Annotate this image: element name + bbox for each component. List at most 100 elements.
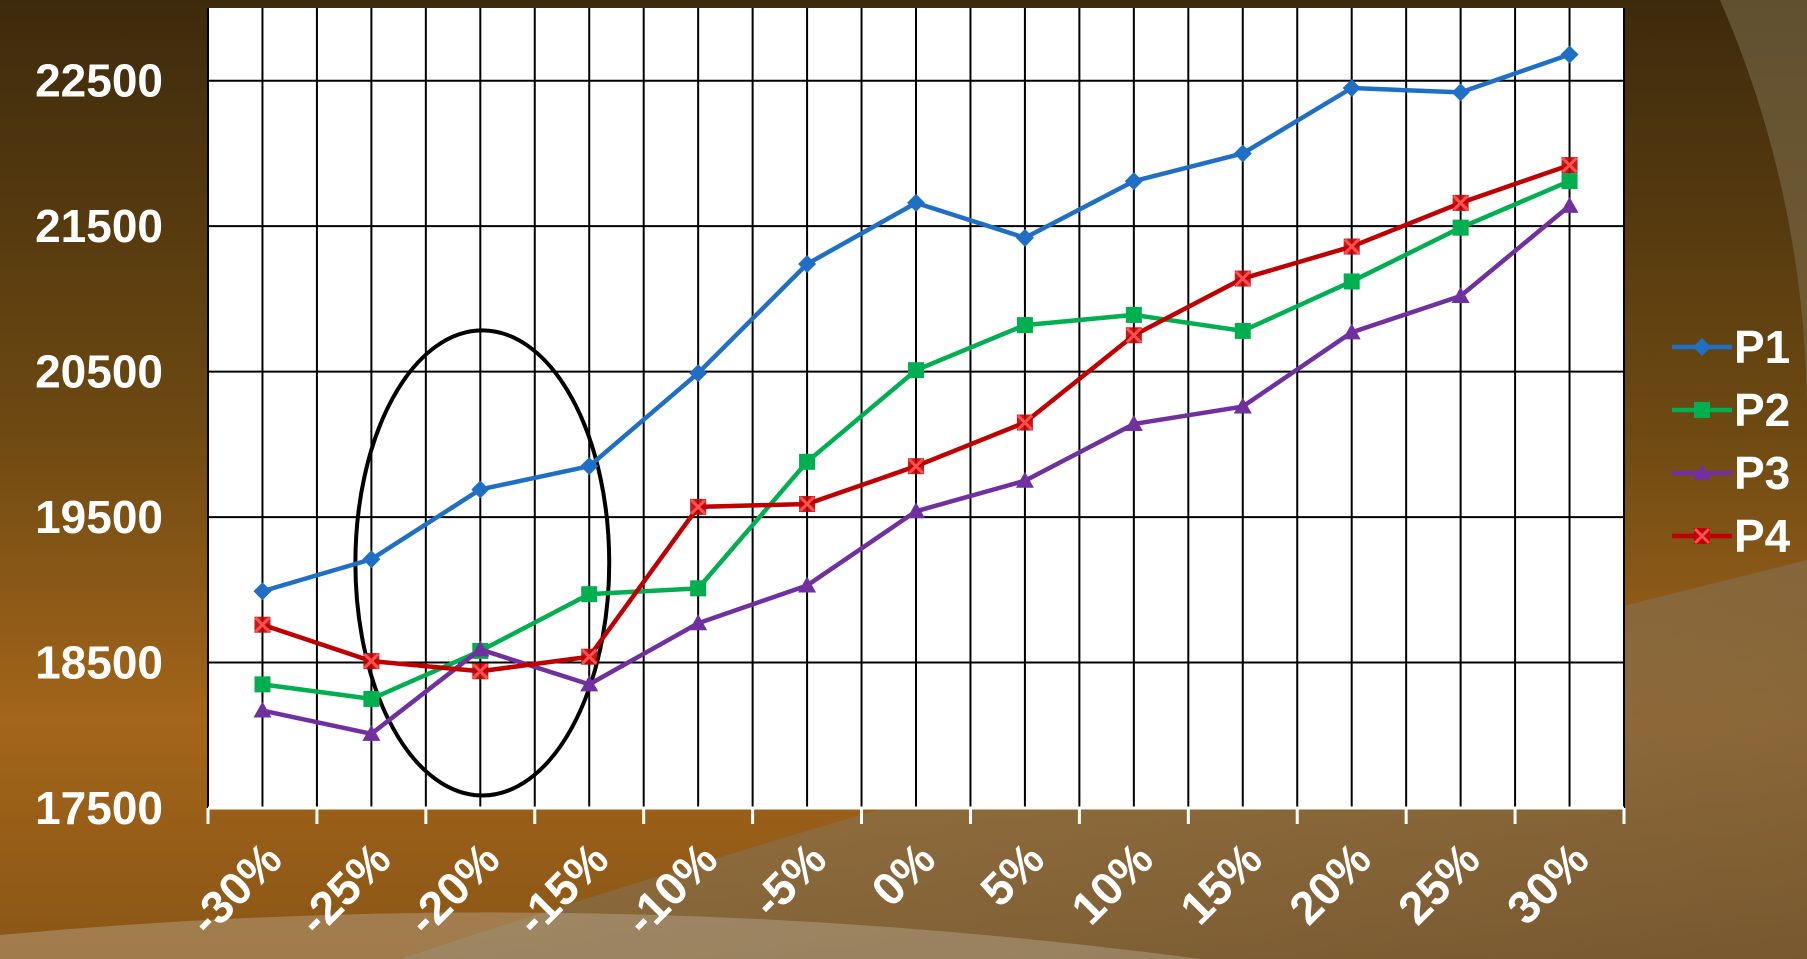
legend-label: P2	[1734, 384, 1790, 436]
series-marker	[1451, 83, 1470, 102]
series-marker	[580, 457, 599, 476]
marker-cross	[472, 663, 489, 680]
x-tick-label: -5%	[742, 832, 837, 927]
y-tick-label: 22500	[35, 55, 163, 107]
series-marker	[907, 458, 925, 475]
marker-cross	[1693, 527, 1711, 545]
series-marker	[1342, 79, 1361, 97]
y-tick-label: 21500	[35, 200, 163, 252]
marker-cross	[690, 498, 707, 515]
series-marker	[907, 193, 925, 212]
series-marker	[1560, 196, 1579, 213]
series-marker	[1233, 144, 1252, 163]
series-marker	[1234, 322, 1251, 339]
marker-cross	[1561, 157, 1578, 174]
x-tick-label: -30%	[179, 832, 292, 945]
y-tick-label: 17500	[35, 782, 163, 834]
x-tick-label: 25%	[1388, 832, 1490, 934]
marker-cross	[1452, 194, 1469, 211]
x-tick-label: 15%	[1170, 832, 1272, 934]
legend-item-p2: P2	[1672, 384, 1790, 436]
series-marker	[580, 675, 599, 692]
marker-cross	[1343, 238, 1360, 255]
legend: P1 P2 P3 P4	[1672, 321, 1791, 562]
series-marker	[363, 653, 380, 670]
series-marker	[362, 550, 381, 569]
series-marker	[799, 495, 816, 513]
series-marker	[471, 640, 490, 657]
series-marker	[798, 255, 817, 273]
series-marker	[1561, 173, 1578, 190]
series-marker	[1015, 471, 1034, 488]
x-tick-label: -25%	[288, 832, 401, 945]
series-layer	[253, 45, 1579, 741]
y-axis-tick-labels: 17500 18500 19500 20500 21500 22500	[35, 55, 163, 834]
series-marker	[1693, 527, 1711, 545]
marker-cross	[254, 616, 271, 633]
series-marker	[1234, 270, 1251, 287]
x-tick-label: 20%	[1279, 832, 1381, 934]
series-marker	[1124, 415, 1143, 431]
series-marker	[253, 701, 272, 718]
series-marker	[1342, 323, 1361, 340]
series-marker	[472, 663, 489, 680]
series-marker	[1451, 287, 1470, 303]
series-marker	[1125, 306, 1142, 323]
y-tick-label: 19500	[35, 491, 163, 543]
series-p1	[253, 45, 1579, 601]
x-axis-tick-labels: -30%-25%-20%-15%-10% -5% 0% 5% 10% 15% 20% 25% 3…	[179, 832, 1599, 945]
x-tick-label: 30%	[1497, 832, 1599, 934]
marker-cross	[1016, 414, 1033, 431]
x-tick-label: 0%	[861, 832, 945, 916]
series-marker	[798, 576, 817, 593]
series-marker	[254, 616, 271, 633]
series-marker	[689, 614, 708, 631]
x-tick-label: -15%	[506, 832, 619, 945]
series-marker	[581, 586, 598, 603]
series-marker	[1452, 219, 1469, 236]
marker-cross	[363, 653, 380, 670]
series-marker	[1015, 228, 1034, 247]
legend-item-p1: P1	[1672, 321, 1790, 373]
series-p3	[253, 196, 1579, 741]
series-marker	[689, 364, 708, 383]
series-marker	[908, 362, 924, 379]
series-marker	[1694, 402, 1710, 418]
legend-item-p3: P3	[1672, 447, 1790, 499]
legend-label: P3	[1734, 447, 1790, 499]
series-p4	[254, 157, 1578, 680]
series-marker	[1125, 327, 1142, 344]
series-marker	[1233, 397, 1252, 414]
y-tick-label: 18500	[35, 637, 163, 689]
legend-item-p4: P4	[1672, 510, 1791, 562]
series-marker	[1016, 317, 1033, 334]
series-marker	[1016, 414, 1033, 431]
series-marker	[253, 582, 272, 601]
series-marker	[1693, 464, 1711, 480]
series-marker	[362, 724, 381, 741]
series-marker	[581, 648, 598, 665]
series-marker	[690, 580, 707, 597]
series-marker	[1452, 194, 1469, 211]
legend-label: P1	[1734, 321, 1790, 373]
series-marker	[799, 453, 816, 470]
y-tick-label: 20500	[35, 346, 163, 398]
x-tick-label: 5%	[970, 832, 1054, 916]
x-tick-label: -10%	[615, 832, 728, 945]
x-tick-label: 10%	[1061, 832, 1163, 934]
marker-cross	[581, 648, 598, 665]
series-marker	[1343, 238, 1360, 255]
series-marker	[1124, 172, 1143, 191]
series-marker	[1693, 338, 1711, 356]
series-marker	[690, 498, 707, 515]
x-tick-label: -20%	[397, 832, 510, 945]
series-marker	[1343, 273, 1360, 290]
marker-cross	[799, 495, 816, 513]
legend-label: P4	[1734, 510, 1791, 562]
series-marker	[471, 480, 490, 499]
marker-cross	[1234, 270, 1251, 287]
series-marker	[1560, 45, 1579, 64]
series-marker	[363, 690, 380, 707]
series-marker	[1561, 157, 1578, 174]
